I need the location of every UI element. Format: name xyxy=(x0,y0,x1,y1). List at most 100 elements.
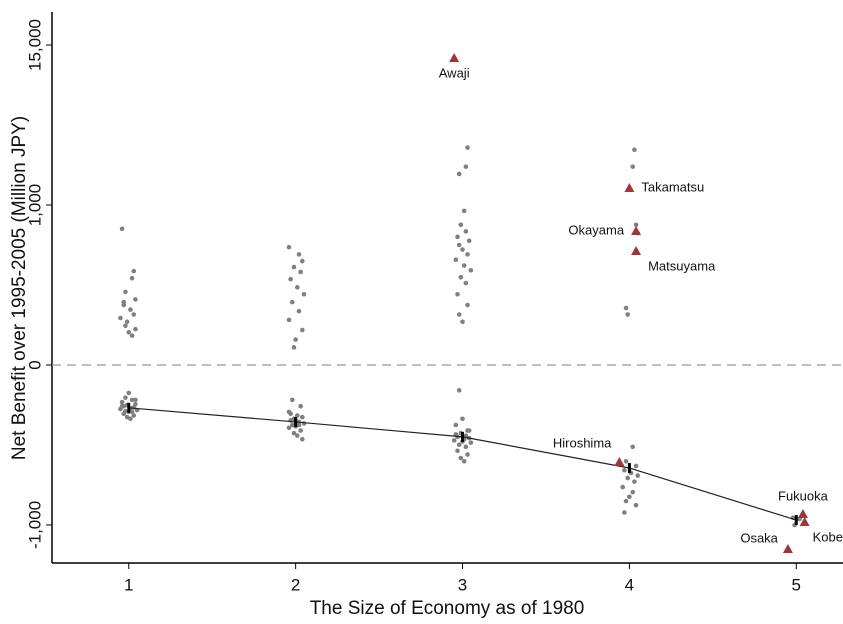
point xyxy=(290,397,295,403)
point xyxy=(129,397,135,403)
x-tick-label: 2 xyxy=(291,575,300,594)
point xyxy=(301,292,307,297)
point xyxy=(456,442,462,448)
y-axis-title: Net Benefit over 1995-2005 (Million JPY) xyxy=(9,116,30,460)
point xyxy=(466,428,472,433)
point xyxy=(286,244,292,250)
highlight-point xyxy=(631,246,642,256)
highlight-point xyxy=(614,456,625,466)
highlight-point xyxy=(624,182,635,192)
point xyxy=(288,411,293,417)
point xyxy=(623,459,629,464)
point xyxy=(286,425,292,431)
point xyxy=(286,317,292,323)
point xyxy=(300,436,305,442)
point xyxy=(300,258,305,264)
point xyxy=(623,305,629,311)
x-tick-label: 1 xyxy=(124,575,133,594)
point xyxy=(456,242,462,248)
mean-marker xyxy=(794,515,798,526)
point xyxy=(453,257,459,263)
point xyxy=(295,285,300,290)
point xyxy=(456,388,462,393)
point xyxy=(300,414,305,420)
highlight-point xyxy=(449,52,460,62)
point xyxy=(461,263,467,268)
point xyxy=(622,467,627,473)
point xyxy=(460,416,465,422)
point xyxy=(296,252,302,257)
point xyxy=(458,274,464,280)
point xyxy=(635,473,641,478)
point xyxy=(468,267,474,273)
point xyxy=(632,147,637,153)
highlight-point xyxy=(797,508,808,518)
point xyxy=(461,459,467,464)
y-tick-label: 15,000 xyxy=(25,19,44,71)
mean-marker xyxy=(461,431,465,442)
point xyxy=(123,395,128,400)
point xyxy=(291,430,297,436)
point xyxy=(460,247,465,252)
point xyxy=(633,502,639,508)
point xyxy=(296,422,302,428)
point xyxy=(298,269,303,275)
point xyxy=(627,494,632,500)
point xyxy=(453,432,459,437)
y-tick-label: 1,000 xyxy=(25,184,44,227)
point xyxy=(126,329,132,335)
highlight-point xyxy=(631,225,642,235)
point xyxy=(131,312,137,317)
point xyxy=(458,222,464,228)
point xyxy=(129,275,135,281)
point-label: Osaka xyxy=(740,530,778,545)
point xyxy=(455,448,460,454)
point xyxy=(133,326,138,332)
point xyxy=(291,345,297,350)
point xyxy=(123,323,128,329)
point xyxy=(630,164,636,169)
point xyxy=(451,438,457,443)
x-axis-title: The Size of Economy as of 1980 xyxy=(310,598,585,619)
point xyxy=(131,413,137,418)
point-label: Takamatsu xyxy=(641,179,704,194)
mean-marker xyxy=(127,402,131,413)
point xyxy=(465,302,470,308)
point xyxy=(465,452,470,457)
point xyxy=(466,238,472,244)
point xyxy=(126,390,132,396)
point xyxy=(133,397,138,403)
point xyxy=(620,484,626,490)
point xyxy=(630,444,636,450)
point-label: Fukuoka xyxy=(778,488,829,503)
point xyxy=(298,428,303,433)
point xyxy=(630,489,636,495)
point xyxy=(128,307,133,312)
highlight-point xyxy=(782,544,793,554)
point xyxy=(121,411,127,417)
point-label: Hiroshima xyxy=(553,435,612,450)
y-tick-label: -1,000 xyxy=(25,501,44,549)
x-tick-label: 4 xyxy=(625,575,634,594)
point xyxy=(460,319,465,325)
point xyxy=(623,498,629,504)
point xyxy=(295,433,300,438)
point xyxy=(128,416,133,422)
point-label: Okayama xyxy=(568,222,624,237)
point xyxy=(463,164,469,169)
point xyxy=(463,444,469,450)
point xyxy=(463,280,469,286)
highlight-point xyxy=(799,516,810,526)
point-label: Awaji xyxy=(439,65,470,80)
point xyxy=(293,337,298,342)
point xyxy=(465,145,470,150)
point xyxy=(633,463,639,469)
point xyxy=(625,312,631,317)
point xyxy=(455,292,460,297)
point xyxy=(298,403,303,409)
point-label: Matsuyama xyxy=(648,258,716,273)
point xyxy=(295,413,300,418)
point xyxy=(290,299,295,305)
